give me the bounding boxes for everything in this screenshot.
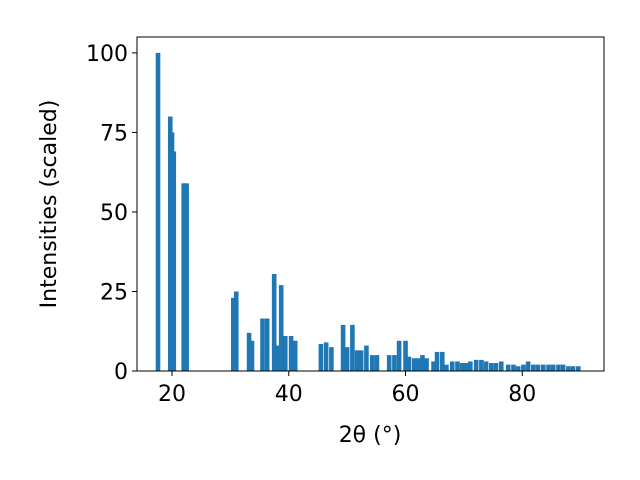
bar: [511, 364, 516, 371]
bar: [566, 366, 571, 371]
bar: [344, 347, 350, 371]
y-tick-label: 75: [100, 121, 128, 146]
bar: [521, 364, 526, 371]
bar: [318, 343, 324, 371]
bar: [515, 366, 521, 371]
bar: [570, 366, 576, 371]
x-tick-label: 60: [392, 382, 420, 407]
bar: [340, 324, 346, 371]
bar: [434, 351, 440, 371]
bar: [416, 358, 421, 371]
y-tick-label: 100: [86, 42, 128, 67]
bar: [288, 336, 294, 371]
bar: [459, 363, 465, 371]
bar: [292, 340, 298, 371]
y-tick-label: 50: [100, 201, 128, 226]
bar: [546, 364, 551, 371]
bar: [260, 318, 265, 371]
bar: [364, 345, 369, 371]
bar: [468, 361, 473, 371]
bar: [440, 351, 445, 371]
y-tick-label: 0: [114, 360, 128, 385]
bar: [531, 364, 536, 371]
bar: [411, 358, 417, 371]
bar: [403, 340, 408, 371]
bar: [431, 361, 436, 371]
bar: [444, 364, 449, 371]
bar: [323, 342, 329, 371]
bar: [505, 364, 511, 371]
plot-frame: [136, 36, 605, 372]
bar: [233, 291, 239, 371]
bar: [350, 324, 355, 371]
y-tick-label: 25: [100, 280, 128, 305]
bar: [278, 285, 284, 371]
bar: [483, 361, 489, 371]
bar: [329, 347, 334, 371]
bar: [246, 332, 252, 371]
bar: [358, 350, 364, 371]
bar: [560, 364, 566, 371]
bar: [420, 355, 425, 371]
y-axis-label: Intensities (scaled): [37, 100, 62, 309]
bar: [525, 361, 531, 371]
bar: [455, 361, 460, 371]
bar: [264, 318, 270, 371]
bar: [282, 336, 288, 371]
bar: [493, 363, 499, 371]
bar: [424, 358, 429, 371]
bar: [231, 297, 236, 371]
bar: [386, 355, 392, 371]
bar: [489, 363, 494, 371]
bar: [271, 273, 277, 371]
bar: [540, 364, 546, 371]
bar: [155, 52, 161, 372]
x-axis-label: 2θ (°): [339, 423, 402, 448]
bar: [369, 355, 375, 371]
bar: [479, 359, 484, 371]
x-tick-label: 20: [158, 382, 186, 407]
bar: [498, 361, 504, 371]
bar: [473, 359, 479, 371]
bar: [406, 356, 412, 371]
bar: [576, 366, 581, 371]
bar: [535, 364, 541, 371]
bar: [550, 364, 556, 371]
bar: [396, 340, 402, 371]
bar: [274, 345, 280, 371]
x-tick-label: 40: [275, 382, 303, 407]
bar: [171, 151, 177, 371]
bar: [449, 361, 455, 371]
bar: [249, 340, 255, 371]
bar: [556, 364, 561, 371]
bar: [181, 183, 186, 371]
x-tick-label: 80: [508, 382, 536, 407]
bar: [354, 350, 360, 371]
bar: [392, 355, 397, 371]
bar: [374, 355, 380, 371]
bar: [184, 183, 189, 371]
bar: [463, 363, 469, 371]
